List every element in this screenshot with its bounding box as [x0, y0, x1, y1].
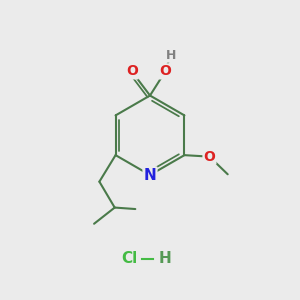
Text: O: O	[159, 64, 171, 78]
Text: H: H	[165, 49, 176, 62]
Text: O: O	[203, 150, 215, 164]
Text: O: O	[126, 64, 138, 78]
Text: Cl: Cl	[121, 251, 137, 266]
Text: N: N	[144, 167, 156, 182]
Text: H: H	[158, 251, 171, 266]
